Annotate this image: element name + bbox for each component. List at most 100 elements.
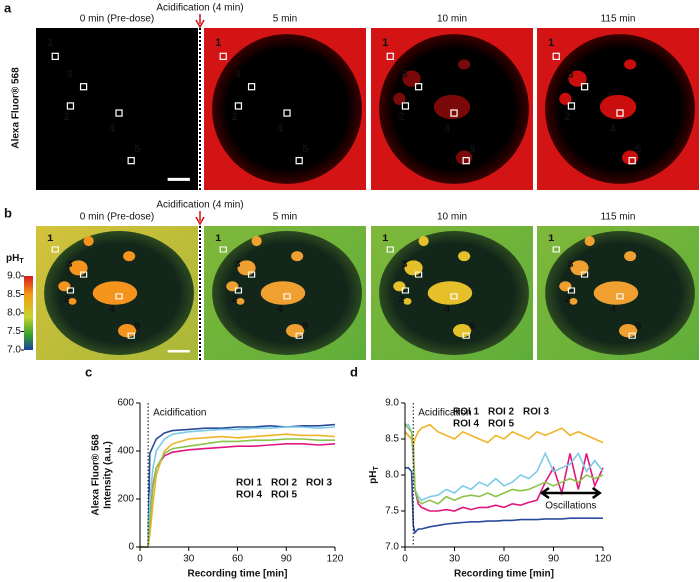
event-label: Acidification (4 min) <box>156 200 243 211</box>
legend-entry: ROI 2 <box>488 407 515 418</box>
roi-label: 2 <box>63 111 69 123</box>
x-tick-label: 60 <box>498 554 510 565</box>
arrow-head <box>539 486 602 500</box>
colorbar <box>24 276 33 350</box>
legend-entry: ROI 5 <box>271 490 298 501</box>
x-tick-label: 0 <box>137 554 143 565</box>
y-tick-label: 7.0 <box>385 542 399 553</box>
legend-entry: ROI 1 <box>453 407 480 418</box>
tissue <box>212 34 362 184</box>
roi-label: 4 <box>444 305 451 315</box>
micrograph: 1 2 3 4 5 <box>371 28 533 190</box>
roi-box <box>580 271 589 278</box>
roi-box <box>283 293 291 300</box>
roi-label: 3 <box>234 69 240 81</box>
roi-label: 5 <box>469 322 476 332</box>
roi-box <box>66 287 75 294</box>
blob <box>83 236 94 247</box>
roi-box <box>247 83 256 91</box>
micrograph: 1 2 3 4 5 <box>204 226 366 360</box>
micrograph: 1 2 3 4 5 <box>36 28 198 190</box>
colorbar-tick-label: 8.5 <box>7 289 21 300</box>
blob <box>226 281 239 292</box>
series-line <box>140 438 335 548</box>
series-line <box>404 424 604 505</box>
roi-box <box>552 52 560 60</box>
roi-box <box>247 271 256 278</box>
legend-entry: ROI 4 <box>453 419 480 430</box>
roi-label: 5 <box>302 322 309 332</box>
blob <box>433 94 471 120</box>
blob <box>260 281 306 305</box>
roi-label: 3 <box>401 260 408 270</box>
x-axis-label: Recording time [min] <box>187 569 287 580</box>
roi-box <box>234 102 243 110</box>
roi-label: 1 <box>47 234 54 244</box>
blob <box>624 251 637 262</box>
blob <box>569 298 578 305</box>
blob <box>584 236 595 247</box>
blob <box>568 70 587 87</box>
annotation: Oscillations <box>545 501 596 512</box>
roi-label: 5 <box>134 322 141 332</box>
roi-label: 2 <box>63 295 70 305</box>
y-axis-label: pHT <box>368 465 380 483</box>
x-tick-label: 120 <box>595 554 612 565</box>
image-bg <box>36 28 198 190</box>
blob <box>458 251 471 262</box>
roi-box <box>580 83 589 91</box>
roi-label: 1 <box>548 37 554 49</box>
legend-entry: ROI 3 <box>306 478 333 489</box>
blob <box>453 323 472 338</box>
blob <box>619 323 638 338</box>
x-tick-label: 30 <box>449 554 461 565</box>
roi-box <box>567 287 576 294</box>
legend-entry: ROI 3 <box>523 407 550 418</box>
roi-label: 5 <box>469 143 475 155</box>
blob <box>427 281 473 305</box>
roi-box <box>386 52 394 60</box>
roi-box <box>462 156 470 165</box>
roi-label: 2 <box>398 295 405 305</box>
panel-label: c <box>85 364 92 379</box>
micrograph: 1 2 3 4 5 <box>537 28 699 190</box>
panel-label: b <box>4 205 12 220</box>
timepoint-label: 10 min <box>437 212 467 223</box>
roi-box <box>567 102 576 110</box>
y-tick-label: 8.0 <box>385 470 399 481</box>
series-line <box>404 431 604 512</box>
roi-label: 2 <box>564 111 570 123</box>
roi-label: 4 <box>109 123 116 135</box>
series-line <box>140 433 336 548</box>
timepoint-label: 0 min (Pre-dose) <box>80 212 154 223</box>
blob <box>458 59 471 70</box>
roi-label: 4 <box>277 305 284 315</box>
series-line <box>405 467 603 535</box>
roi-label: 4 <box>277 123 284 135</box>
y-axis-label-sub: T <box>373 465 380 470</box>
blob <box>418 236 429 247</box>
roi-label: 4 <box>444 123 451 135</box>
y-tick-label: 8.5 <box>385 434 399 445</box>
y-tick-label: 9.0 <box>385 398 399 409</box>
roi-label: 1 <box>47 37 53 49</box>
roi-label: 2 <box>231 295 238 305</box>
roi-box <box>401 102 410 110</box>
x-axis-label: Recording time [min] <box>454 569 554 580</box>
roi-label: 1 <box>215 234 222 244</box>
roi-box <box>628 156 636 165</box>
roi-box <box>295 156 303 165</box>
timepoint-label: 0 min (Pre-dose) <box>80 14 154 25</box>
x-tick-label: 120 <box>327 554 344 565</box>
micrograph: 1 2 3 4 5 <box>36 226 198 360</box>
roi-box <box>450 109 458 117</box>
roi-label: 3 <box>567 69 573 81</box>
roi-box <box>295 332 303 339</box>
roi-label: 1 <box>548 234 555 244</box>
colorbar-title: pHT <box>6 253 24 265</box>
x-tick-label: 90 <box>281 554 293 565</box>
roi-label: 3 <box>234 260 241 270</box>
y-tick-label: 200 <box>117 494 134 505</box>
x-tick-label: 30 <box>183 554 195 565</box>
